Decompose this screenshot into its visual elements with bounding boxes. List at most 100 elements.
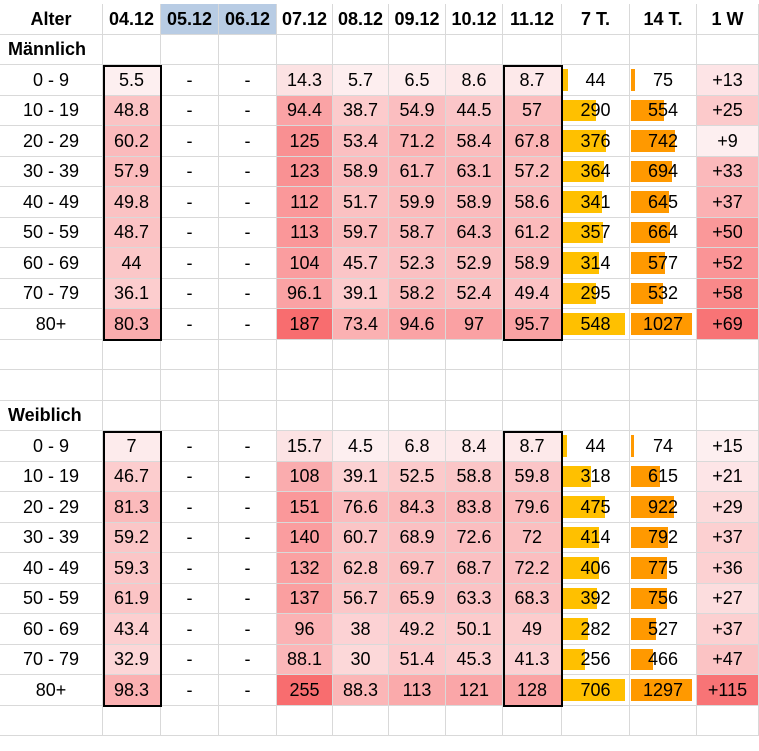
empty-cell[interactable] bbox=[277, 35, 333, 65]
empty-cell[interactable] bbox=[333, 401, 389, 431]
data-cell[interactable]: 8.4 bbox=[446, 431, 503, 462]
data-cell[interactable]: 58.8 bbox=[446, 462, 503, 492]
data-cell[interactable]: 62.8 bbox=[333, 553, 389, 584]
data-cell[interactable]: - bbox=[161, 65, 219, 96]
data-cell[interactable]: 15.7 bbox=[277, 431, 333, 462]
empty-cell[interactable] bbox=[219, 401, 277, 431]
data-cell[interactable]: 548 bbox=[562, 309, 630, 340]
empty-cell[interactable] bbox=[389, 340, 446, 370]
data-cell[interactable]: 57.9 bbox=[103, 157, 161, 187]
empty-cell[interactable] bbox=[503, 340, 562, 370]
data-cell[interactable]: 59.2 bbox=[103, 523, 161, 553]
data-cell[interactable]: 775 bbox=[630, 553, 697, 584]
data-cell[interactable]: 51.7 bbox=[333, 187, 389, 218]
data-cell[interactable]: 475 bbox=[562, 492, 630, 523]
data-cell[interactable]: 74 bbox=[630, 431, 697, 462]
data-cell[interactable]: 52.5 bbox=[389, 462, 446, 492]
data-cell[interactable]: - bbox=[219, 126, 277, 157]
header-col-1W[interactable]: 1 W bbox=[697, 4, 759, 35]
data-cell[interactable]: +47 bbox=[697, 645, 759, 675]
empty-cell[interactable] bbox=[562, 35, 630, 65]
data-cell[interactable]: +9 bbox=[697, 126, 759, 157]
data-cell[interactable]: 6.5 bbox=[389, 65, 446, 96]
data-cell[interactable]: 49.2 bbox=[389, 614, 446, 645]
data-cell[interactable]: +37 bbox=[697, 523, 759, 553]
empty-cell[interactable] bbox=[219, 35, 277, 65]
data-cell[interactable]: 61.7 bbox=[389, 157, 446, 187]
data-cell[interactable]: +33 bbox=[697, 157, 759, 187]
data-cell[interactable]: 922 bbox=[630, 492, 697, 523]
data-cell[interactable]: - bbox=[161, 218, 219, 248]
header-col-0712[interactable]: 07.12 bbox=[277, 4, 333, 35]
data-cell[interactable]: 30 bbox=[333, 645, 389, 675]
data-cell[interactable]: 59.7 bbox=[333, 218, 389, 248]
data-cell[interactable]: - bbox=[219, 675, 277, 706]
empty-cell[interactable] bbox=[562, 370, 630, 401]
data-cell[interactable]: 41.3 bbox=[503, 645, 562, 675]
empty-cell[interactable] bbox=[697, 706, 759, 736]
data-cell[interactable]: 43.4 bbox=[103, 614, 161, 645]
data-cell[interactable]: 63.3 bbox=[446, 584, 503, 614]
data-cell[interactable]: 706 bbox=[562, 675, 630, 706]
data-cell[interactable]: 61.2 bbox=[503, 218, 562, 248]
data-cell[interactable]: 104 bbox=[277, 248, 333, 279]
age-label[interactable]: 40 - 49 bbox=[0, 187, 103, 218]
data-cell[interactable]: - bbox=[219, 157, 277, 187]
empty-cell[interactable] bbox=[389, 370, 446, 401]
data-cell[interactable]: 1027 bbox=[630, 309, 697, 340]
empty-cell[interactable] bbox=[0, 370, 103, 401]
empty-cell[interactable] bbox=[103, 35, 161, 65]
age-label[interactable]: 0 - 9 bbox=[0, 431, 103, 462]
data-cell[interactable]: - bbox=[219, 248, 277, 279]
data-cell[interactable]: 71.2 bbox=[389, 126, 446, 157]
data-cell[interactable]: - bbox=[161, 645, 219, 675]
empty-cell[interactable] bbox=[161, 401, 219, 431]
data-cell[interactable]: 357 bbox=[562, 218, 630, 248]
age-label[interactable]: 0 - 9 bbox=[0, 65, 103, 96]
age-label[interactable]: 70 - 79 bbox=[0, 645, 103, 675]
data-cell[interactable]: 83.8 bbox=[446, 492, 503, 523]
data-cell[interactable]: 554 bbox=[630, 96, 697, 126]
data-cell[interactable]: +37 bbox=[697, 614, 759, 645]
data-cell[interactable]: - bbox=[161, 584, 219, 614]
data-cell[interactable]: - bbox=[161, 248, 219, 279]
data-cell[interactable]: 113 bbox=[277, 218, 333, 248]
data-cell[interactable]: 39.1 bbox=[333, 279, 389, 309]
data-cell[interactable]: 48.8 bbox=[103, 96, 161, 126]
empty-cell[interactable] bbox=[103, 340, 161, 370]
data-cell[interactable]: - bbox=[219, 279, 277, 309]
header-col-14T[interactable]: 14 T. bbox=[630, 4, 697, 35]
data-cell[interactable]: 5.5 bbox=[103, 65, 161, 96]
empty-cell[interactable] bbox=[630, 35, 697, 65]
data-cell[interactable]: - bbox=[219, 218, 277, 248]
data-cell[interactable]: 52.4 bbox=[446, 279, 503, 309]
data-cell[interactable]: 50.1 bbox=[446, 614, 503, 645]
data-cell[interactable]: 255 bbox=[277, 675, 333, 706]
data-cell[interactable]: 577 bbox=[630, 248, 697, 279]
data-cell[interactable]: 53.4 bbox=[333, 126, 389, 157]
data-cell[interactable]: 108 bbox=[277, 462, 333, 492]
data-cell[interactable]: 95.7 bbox=[503, 309, 562, 340]
data-cell[interactable]: 63.1 bbox=[446, 157, 503, 187]
empty-cell[interactable] bbox=[630, 370, 697, 401]
data-cell[interactable]: +15 bbox=[697, 431, 759, 462]
empty-cell[interactable] bbox=[161, 340, 219, 370]
data-cell[interactable]: 49 bbox=[503, 614, 562, 645]
data-cell[interactable]: - bbox=[219, 584, 277, 614]
age-label[interactable]: 50 - 59 bbox=[0, 218, 103, 248]
data-cell[interactable]: 341 bbox=[562, 187, 630, 218]
data-cell[interactable]: - bbox=[161, 492, 219, 523]
data-cell[interactable]: 58.9 bbox=[503, 248, 562, 279]
data-cell[interactable]: 72.2 bbox=[503, 553, 562, 584]
age-label[interactable]: 50 - 59 bbox=[0, 584, 103, 614]
empty-cell[interactable] bbox=[277, 401, 333, 431]
data-cell[interactable]: 8.7 bbox=[503, 431, 562, 462]
empty-cell[interactable] bbox=[562, 340, 630, 370]
data-cell[interactable]: - bbox=[161, 523, 219, 553]
data-cell[interactable]: 57.2 bbox=[503, 157, 562, 187]
data-cell[interactable]: 140 bbox=[277, 523, 333, 553]
data-cell[interactable]: 96.1 bbox=[277, 279, 333, 309]
data-cell[interactable]: 84.3 bbox=[389, 492, 446, 523]
empty-cell[interactable] bbox=[219, 340, 277, 370]
data-cell[interactable]: 68.3 bbox=[503, 584, 562, 614]
